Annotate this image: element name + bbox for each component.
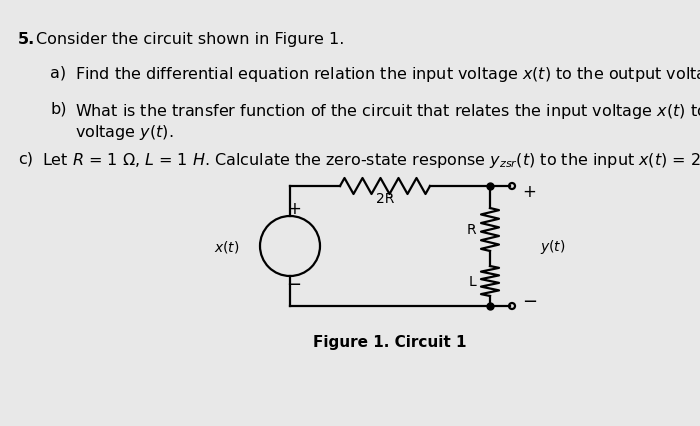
Text: 2R: 2R [376,192,394,205]
Text: b): b) [50,102,66,117]
Text: R: R [466,222,476,236]
Text: 5.: 5. [18,32,35,47]
Text: L: L [468,274,476,288]
Text: +: + [522,183,536,201]
Text: Figure 1. Circuit 1: Figure 1. Circuit 1 [314,334,467,349]
Text: Let $R$ = 1 $\Omega$, $L$ = 1 $H$. Calculate the zero-state response $y_{zsr}(t): Let $R$ = 1 $\Omega$, $L$ = 1 $H$. Calcu… [42,151,700,170]
Text: What is the transfer function of the circuit that relates the input voltage $x(t: What is the transfer function of the cir… [75,102,700,121]
Text: Find the differential equation relation the input voltage $x(t)$ to the output v: Find the differential equation relation … [75,65,700,84]
Text: a): a) [50,65,66,80]
Text: −: − [522,292,537,310]
Text: −: − [286,275,302,294]
Text: $y(t)$: $y(t)$ [540,237,566,256]
Text: c): c) [18,151,33,166]
Text: voltage $y(t)$.: voltage $y(t)$. [75,123,174,142]
Text: +: + [287,199,301,218]
Text: $x(t)$: $x(t)$ [214,239,240,254]
Text: Consider the circuit shown in Figure 1.: Consider the circuit shown in Figure 1. [36,32,344,47]
